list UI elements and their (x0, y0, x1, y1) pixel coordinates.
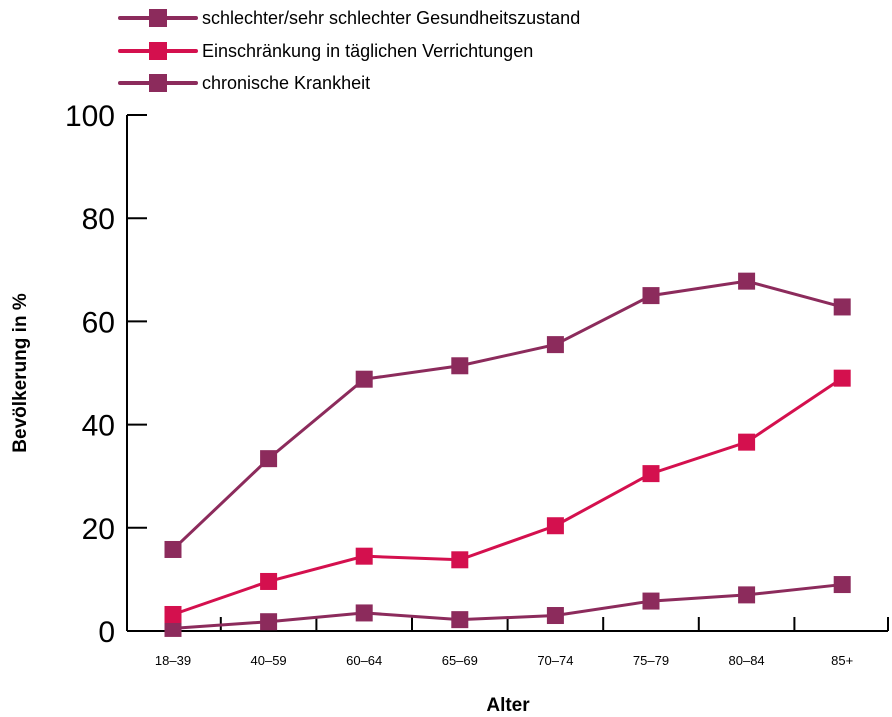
y-tick-label: 40 (82, 410, 115, 443)
series-line (172, 376, 844, 616)
data-point (260, 450, 278, 468)
x-tick-label: 60–64 (346, 653, 382, 668)
legend-marker (149, 9, 167, 27)
y-tick-label: 0 (98, 616, 115, 649)
data-point (164, 540, 182, 558)
data-point (451, 611, 469, 629)
y-tick-label: 100 (65, 100, 115, 133)
data-point (355, 604, 373, 622)
series-layer (164, 272, 851, 637)
series-line (171, 279, 843, 551)
data-point (738, 586, 756, 604)
data-point (546, 336, 564, 354)
data-point (642, 592, 660, 610)
data-point (833, 369, 851, 387)
x-tick-label: 85+ (831, 653, 853, 668)
x-tick-label: 65–69 (442, 653, 478, 668)
x-tick-label: 80–84 (729, 653, 765, 668)
data-point (451, 551, 469, 569)
data-point (642, 465, 660, 483)
legend-marker (149, 42, 167, 60)
x-axis-title: Alter (486, 695, 530, 716)
data-point (164, 605, 182, 623)
x-tick-label: 40–59 (251, 653, 287, 668)
y-ticks: 0 20 40 60 80 100 (65, 100, 147, 649)
y-tick-label: 80 (82, 203, 115, 236)
x-tick-label: 70–74 (537, 653, 573, 668)
x-tick-label: 75–79 (633, 653, 669, 668)
data-point (546, 517, 564, 535)
series-line (172, 583, 843, 630)
data-point (355, 547, 373, 565)
axes (126, 115, 888, 632)
x-ticks: 18–39 40–59 60–64 65–69 70–74 75–79 80–84 85+ (155, 617, 889, 668)
legend-label: schlechter/sehr schlechter Gesundheitszu… (202, 8, 580, 28)
series-1 (164, 369, 851, 623)
legend-item: schlechter/sehr schlechter Gesundheitszu… (118, 8, 580, 28)
legend-label: chronische Krankheit (202, 73, 370, 93)
data-point (546, 607, 564, 625)
y-tick-label: 20 (82, 513, 115, 546)
data-point (833, 576, 851, 594)
y-axis-title: Bevölkerung in % (10, 293, 31, 453)
data-point (642, 287, 660, 305)
data-point (355, 370, 373, 388)
data-point (164, 619, 182, 637)
series-2 (164, 272, 851, 558)
data-point (738, 272, 756, 290)
x-tick-label: 18–39 (155, 653, 191, 668)
legend-item: Einschränkung in täglichen Verrichtungen (118, 41, 533, 61)
series-0 (164, 576, 851, 637)
data-point (833, 298, 851, 316)
legend-item: chronische Krankheit (118, 73, 370, 93)
data-point (738, 433, 756, 451)
legend-label: Einschränkung in täglichen Verrichtungen (202, 41, 533, 61)
data-point (260, 613, 278, 631)
data-point (451, 357, 469, 375)
legend: schlechter/sehr schlechter Gesundheitszu… (118, 8, 580, 93)
legend-marker (149, 74, 167, 92)
data-point (260, 572, 278, 590)
y-tick-label: 60 (82, 306, 115, 339)
